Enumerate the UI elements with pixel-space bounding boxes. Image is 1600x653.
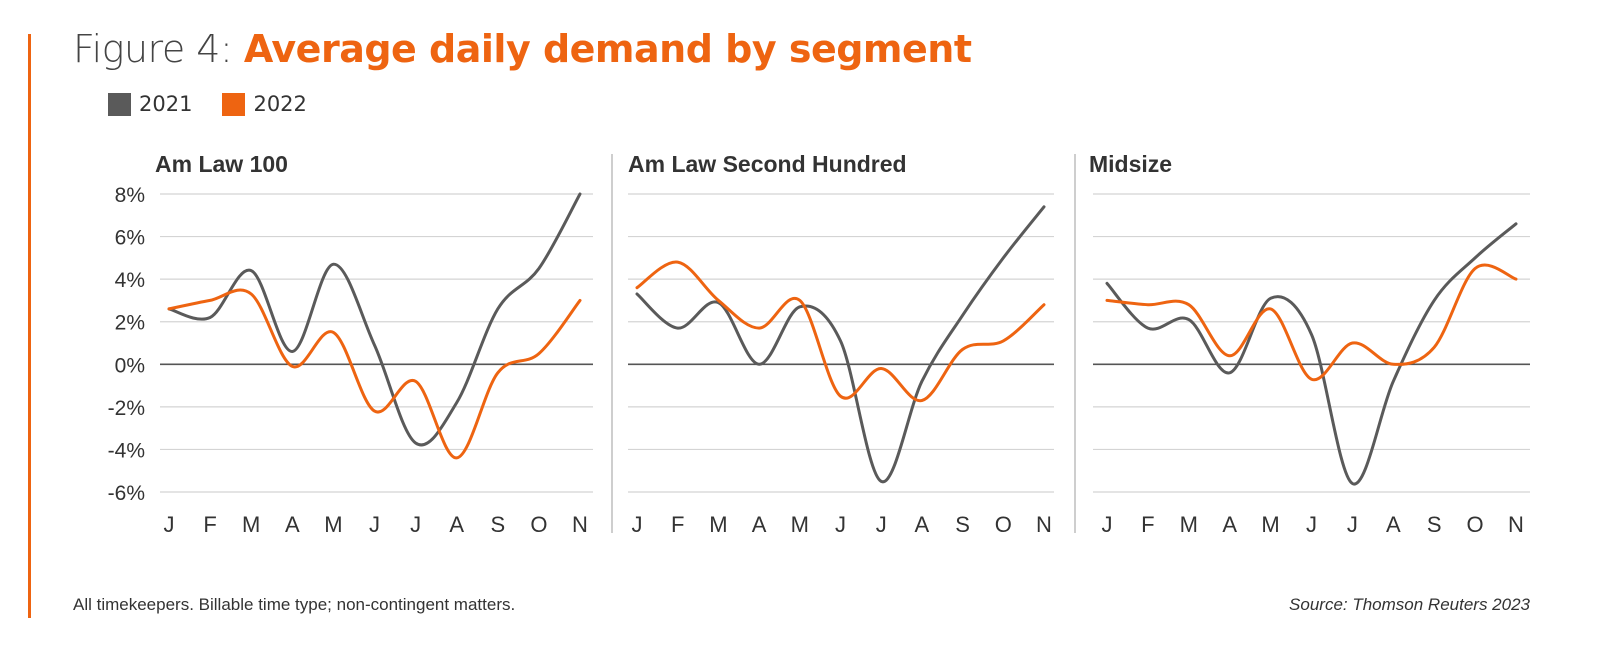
- x-tick-label: J: [164, 512, 175, 537]
- legend-item-2021: 2021: [108, 92, 192, 116]
- x-tick-label: J: [835, 512, 846, 537]
- x-tick-label: J: [876, 512, 887, 537]
- series-line-2022-midsize: [1105, 263, 1518, 382]
- x-tick-label: A: [752, 512, 767, 537]
- series-line-2021-am-law-second-hundred: [635, 205, 1046, 483]
- y-tick-label: 6%: [115, 227, 145, 250]
- legend-swatch-2021: [108, 92, 131, 116]
- y-tick-label: 8%: [115, 184, 145, 207]
- x-tick-label: A: [1222, 512, 1237, 537]
- y-tick-label: -2%: [108, 397, 145, 420]
- x-tick-label: N: [572, 512, 588, 537]
- x-tick-label: J: [1306, 512, 1317, 537]
- x-tick-label: F: [1141, 512, 1154, 537]
- y-tick-label: 4%: [115, 269, 145, 292]
- source-note: Source: Thomson Reuters 2023: [1289, 595, 1530, 614]
- x-tick-label: M: [1261, 512, 1279, 537]
- panel-title-midsize: Midsize: [1089, 151, 1172, 177]
- y-tick-label: -4%: [108, 439, 145, 462]
- x-tick-label: M: [324, 512, 342, 537]
- x-tick-label: J: [1347, 512, 1358, 537]
- x-tick-label: J: [1102, 512, 1113, 537]
- y-tick-label: -6%: [108, 482, 145, 505]
- legend-item-2022: 2022: [222, 92, 307, 116]
- series-line-2021-midsize: [1105, 222, 1518, 486]
- x-tick-label: F: [671, 512, 684, 537]
- x-tick-label: A: [449, 512, 464, 537]
- panel-title-am-law-second-hundred: Am Law Second Hundred: [628, 151, 907, 177]
- x-tick-label: S: [955, 512, 970, 537]
- x-tick-label: J: [632, 512, 643, 537]
- legend-label-2022: 2022: [253, 92, 307, 116]
- y-tick-label: 2%: [115, 312, 145, 335]
- x-tick-label: N: [1508, 512, 1524, 537]
- x-tick-label: A: [285, 512, 300, 537]
- x-tick-label: S: [490, 512, 505, 537]
- x-tick-label: F: [203, 512, 216, 537]
- x-tick-label: A: [915, 512, 930, 537]
- x-tick-label: O: [1467, 512, 1484, 537]
- panel-title-am-law-100: Am Law 100: [155, 151, 288, 177]
- x-tick-label: O: [995, 512, 1012, 537]
- figure-title-main: Average daily demand by segment: [243, 27, 972, 71]
- x-tick-label: N: [1036, 512, 1052, 537]
- series-line-2022-am-law-100: [167, 288, 582, 460]
- x-tick-label: M: [709, 512, 727, 537]
- x-tick-label: J: [369, 512, 380, 537]
- figure-title: Figure 4: Average daily demand by segmen…: [73, 24, 972, 74]
- legend-swatch-2022: [222, 92, 246, 116]
- x-tick-label: M: [242, 512, 260, 537]
- legend: 2021 2022: [108, 92, 307, 116]
- x-tick-label: M: [1180, 512, 1198, 537]
- series-line-2021-am-law-100: [167, 192, 582, 447]
- legend-label-2021: 2021: [139, 92, 193, 116]
- series-line-2022-am-law-second-hundred: [635, 260, 1046, 403]
- y-tick-label: 0%: [115, 354, 145, 377]
- x-tick-label: S: [1427, 512, 1442, 537]
- x-tick-label: M: [791, 512, 809, 537]
- figure-title-prefix: Figure 4:: [73, 27, 233, 71]
- accent-bar: [28, 34, 31, 618]
- x-tick-label: O: [530, 512, 547, 537]
- footnote: All timekeepers. Billable time type; non…: [73, 595, 516, 614]
- x-tick-label: J: [410, 512, 421, 537]
- x-tick-label: A: [1386, 512, 1401, 537]
